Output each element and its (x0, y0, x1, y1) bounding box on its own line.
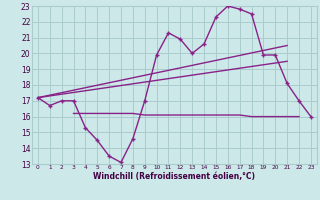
X-axis label: Windchill (Refroidissement éolien,°C): Windchill (Refroidissement éolien,°C) (93, 172, 255, 181)
